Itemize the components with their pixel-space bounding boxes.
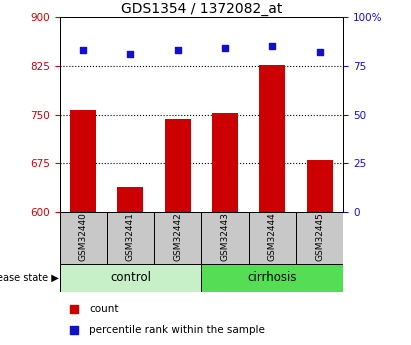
Bar — [259, 65, 285, 212]
Bar — [107, 212, 154, 264]
Point — [222, 46, 229, 51]
Text: percentile rank within the sample: percentile rank within the sample — [89, 325, 265, 335]
Text: control: control — [110, 271, 151, 284]
Bar — [201, 264, 343, 292]
Point — [269, 44, 275, 49]
Bar — [60, 212, 107, 264]
Point — [71, 328, 78, 333]
Point — [71, 306, 78, 312]
Text: cirrhosis: cirrhosis — [247, 271, 297, 284]
Text: count: count — [89, 304, 119, 314]
Text: GSM32445: GSM32445 — [315, 213, 324, 262]
Text: GSM32441: GSM32441 — [126, 213, 135, 262]
Bar — [212, 114, 238, 212]
Bar — [70, 109, 96, 212]
Bar — [307, 160, 332, 212]
Bar — [165, 119, 191, 212]
Point — [127, 51, 134, 57]
Text: disease state ▶: disease state ▶ — [0, 273, 58, 283]
Bar — [249, 212, 296, 264]
Title: GDS1354 / 1372082_at: GDS1354 / 1372082_at — [121, 2, 282, 16]
Point — [316, 50, 323, 55]
Point — [80, 48, 86, 53]
Text: GSM32440: GSM32440 — [79, 213, 88, 262]
Point — [174, 48, 181, 53]
Text: GSM32444: GSM32444 — [268, 213, 277, 262]
Bar — [60, 264, 201, 292]
Bar — [154, 212, 201, 264]
Bar — [296, 212, 343, 264]
Text: GSM32442: GSM32442 — [173, 213, 182, 262]
Text: GSM32443: GSM32443 — [221, 213, 229, 262]
Bar — [118, 187, 143, 212]
Bar — [201, 212, 249, 264]
